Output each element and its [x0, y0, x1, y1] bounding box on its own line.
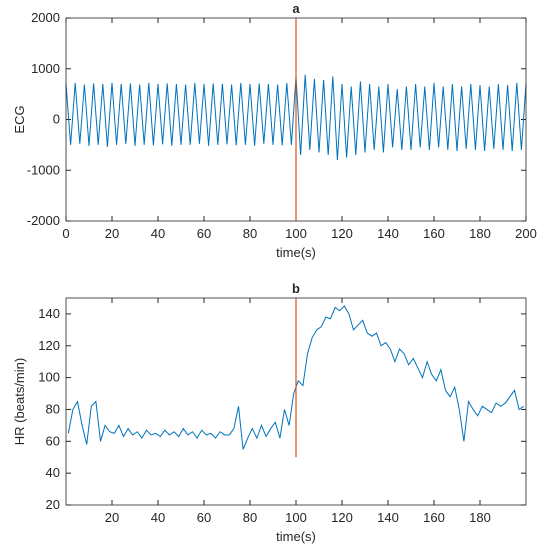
x-tick-label: 20: [105, 510, 119, 525]
y-axis-label: ECG: [12, 105, 27, 133]
x-tick-label: 80: [243, 226, 257, 241]
x-tick-label: 40: [151, 226, 165, 241]
x-tick-label: 140: [377, 510, 399, 525]
y-tick-label: -2000: [27, 213, 60, 228]
x-tick-label: 60: [197, 510, 211, 525]
x-tick-label: 20: [105, 226, 119, 241]
x-tick-label: 100: [285, 226, 307, 241]
chart-title: b: [292, 281, 300, 296]
x-tick-label: 120: [331, 510, 353, 525]
y-tick-label: 80: [46, 401, 60, 416]
x-tick-label: 160: [423, 510, 445, 525]
x-tick-label: 0: [62, 226, 69, 241]
x-axis-label: time(s): [276, 245, 316, 260]
x-tick-label: 120: [331, 226, 353, 241]
x-tick-label: 60: [197, 226, 211, 241]
x-tick-label: 140: [377, 226, 399, 241]
x-tick-label: 160: [423, 226, 445, 241]
y-tick-label: 2000: [31, 10, 60, 25]
chart-title: a: [292, 1, 300, 16]
x-axis-label: time(s): [276, 529, 316, 544]
y-tick-label: 120: [38, 338, 60, 353]
plot-frame: [65, 297, 527, 506]
y-tick-label: 40: [46, 465, 60, 480]
y-axis-label: HR (beats/min): [12, 358, 27, 445]
y-tick-label: 60: [46, 433, 60, 448]
y-tick-label: 20: [46, 497, 60, 512]
plot-frame: [65, 17, 527, 222]
y-tick-label: 140: [38, 306, 60, 321]
x-tick-label: 100: [285, 510, 307, 525]
y-tick-label: 1000: [31, 61, 60, 76]
y-tick-label: 0: [53, 112, 60, 127]
y-tick-label: -1000: [27, 162, 60, 177]
x-tick-label: 180: [469, 510, 491, 525]
x-tick-label: 40: [151, 510, 165, 525]
x-tick-label: 180: [469, 226, 491, 241]
x-tick-label: 80: [243, 510, 257, 525]
x-tick-label: 200: [515, 226, 537, 241]
y-tick-label: 100: [38, 370, 60, 385]
